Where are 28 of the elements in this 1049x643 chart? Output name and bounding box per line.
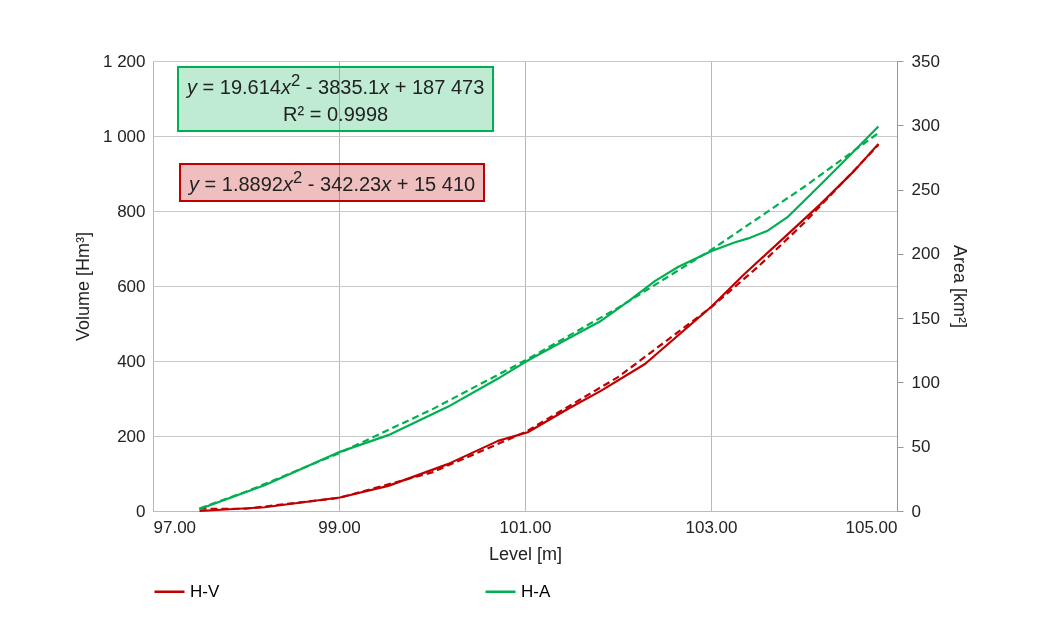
y-tick-label: 800 bbox=[117, 201, 146, 221]
annotation: y = 1.8892x$^{2}$ - 342.23x + 15 410 bbox=[189, 167, 476, 197]
y2-tick-label: 350 bbox=[911, 51, 940, 71]
y-tick-label: 1 000 bbox=[102, 126, 146, 146]
x-tick-label: 101.00 bbox=[499, 517, 552, 537]
y2-tick-label: 50 bbox=[911, 437, 931, 457]
annotation: y = 19.614x$^{2}$ - 3835.1x + 187 473 bbox=[187, 70, 485, 100]
x-tick-label: 99.00 bbox=[318, 517, 361, 537]
y2-tick-label: 150 bbox=[911, 308, 940, 328]
y-tick-label: 200 bbox=[117, 426, 146, 446]
y-tick-label: 400 bbox=[117, 351, 146, 371]
legend-label: H-A bbox=[521, 581, 551, 601]
y2-tick-label: 100 bbox=[911, 372, 940, 392]
y-tick-label: 600 bbox=[117, 276, 146, 296]
y-tick-label: 0 bbox=[136, 501, 146, 521]
legend-label: H-V bbox=[190, 581, 220, 601]
x-tick-label: 97.00 bbox=[153, 517, 197, 537]
annotation: R² = 0.9998 bbox=[282, 101, 390, 127]
y2-axis-title: Area [km²] bbox=[949, 244, 970, 329]
y-tick-label: 1 200 bbox=[102, 51, 146, 71]
y2-tick-label: 300 bbox=[911, 115, 940, 135]
x-tick-label: 103.00 bbox=[685, 517, 738, 537]
y-axis-title: Volume [Hm³] bbox=[72, 231, 93, 342]
x-axis-title: Level [m] bbox=[488, 543, 563, 564]
x-tick-label: 105.00 bbox=[845, 517, 898, 537]
y2-tick-label: 200 bbox=[911, 244, 940, 264]
y2-tick-label: 0 bbox=[911, 501, 921, 521]
y2-tick-label: 250 bbox=[911, 180, 940, 200]
